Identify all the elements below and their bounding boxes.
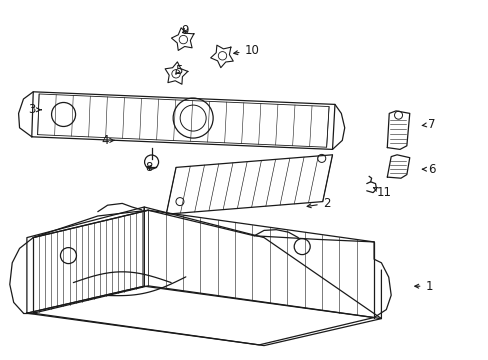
Polygon shape [171, 28, 194, 50]
Text: 9: 9 [181, 24, 188, 37]
Text: 8: 8 [145, 161, 153, 174]
Polygon shape [210, 45, 233, 68]
Text: 2: 2 [306, 197, 329, 210]
Text: 7: 7 [421, 118, 434, 131]
Text: 3: 3 [28, 103, 41, 116]
Text: 4: 4 [101, 134, 114, 147]
Text: 10: 10 [233, 44, 259, 57]
Polygon shape [165, 62, 187, 84]
Text: 11: 11 [373, 186, 391, 199]
Text: 1: 1 [414, 280, 432, 293]
Text: 5: 5 [174, 64, 182, 77]
Text: 6: 6 [421, 163, 434, 176]
